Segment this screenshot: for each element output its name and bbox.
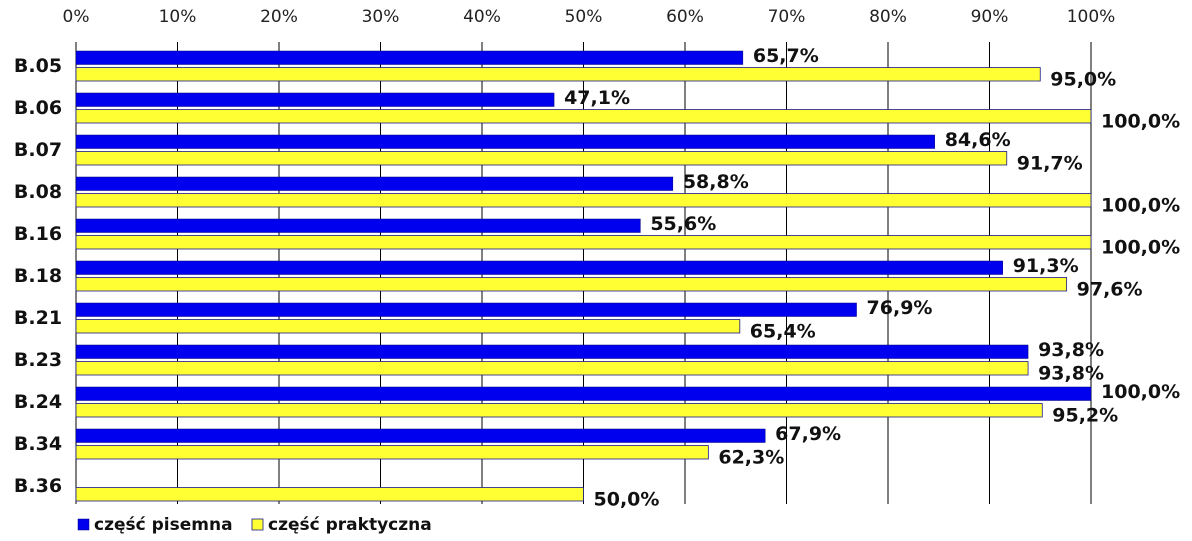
bar-czesc-praktyczna [75, 151, 1008, 166]
data-label: 97,6% [1077, 279, 1143, 301]
bar-czesc-pisemna [75, 92, 555, 107]
bar-czesc-praktyczna [75, 67, 1041, 82]
bar-czesc-pisemna [75, 218, 641, 233]
bar-czesc-praktyczna [75, 235, 1092, 250]
data-label: 47,1% [564, 87, 630, 109]
x-tick-label: 100% [1067, 7, 1116, 27]
x-tick-label: 80% [869, 7, 907, 27]
bar-czesc-pisemna [75, 260, 1003, 275]
bar-czesc-praktyczna [75, 277, 1068, 292]
bar-czesc-praktyczna [75, 445, 709, 460]
x-tick-label: 20% [260, 7, 298, 27]
legend-swatch-czesc-pisemna [77, 518, 90, 531]
x-tick-label: 10% [159, 7, 197, 27]
data-label: 93,8% [1038, 339, 1104, 361]
legend-label-czesc-pisemna: część pisemna [94, 515, 233, 535]
category-label: B.36 [14, 475, 62, 497]
category-label: B.07 [14, 139, 62, 161]
legend-swatch-czesc-praktyczna [251, 518, 264, 531]
data-label: 100,0% [1101, 111, 1180, 133]
category-label: B.06 [14, 97, 62, 119]
data-label: 84,6% [945, 129, 1011, 151]
category-label: B.23 [14, 349, 62, 371]
data-label: 95,0% [1050, 69, 1116, 91]
data-label: 50,0% [594, 489, 660, 511]
category-label: B.18 [14, 265, 62, 287]
legend-label-czesc-praktyczna: część praktyczna [268, 515, 432, 535]
data-label: 91,7% [1017, 153, 1083, 175]
data-label: 95,2% [1052, 405, 1118, 427]
data-label: 91,3% [1013, 255, 1079, 277]
bar-czesc-pisemna [75, 50, 744, 65]
bar-czesc-praktyczna [75, 487, 584, 502]
data-label: 65,4% [750, 321, 816, 343]
bar-czesc-pisemna [75, 302, 857, 317]
data-label: 58,8% [683, 171, 749, 193]
category-label: B.08 [14, 181, 62, 203]
bar-czesc-praktyczna [75, 319, 741, 334]
category-label: B.34 [14, 433, 62, 455]
data-label: 76,9% [867, 297, 933, 319]
bar-czesc-pisemna [75, 176, 674, 191]
bar-czesc-praktyczna [75, 361, 1029, 376]
bar-czesc-praktyczna [75, 193, 1092, 208]
data-label: 55,6% [650, 213, 716, 235]
category-label: B.16 [14, 223, 62, 245]
x-tick-label: 30% [362, 7, 400, 27]
x-tick-label: 90% [971, 7, 1009, 27]
x-tick-label: 40% [463, 7, 501, 27]
category-label: B.24 [14, 391, 62, 413]
bar-czesc-pisemna [75, 134, 935, 149]
x-tick-label: 50% [565, 7, 603, 27]
x-tick-label: 70% [768, 7, 806, 27]
data-label: 93,8% [1038, 363, 1104, 385]
x-tick-label: 0% [63, 7, 90, 27]
bar-czesc-pisemna [75, 386, 1092, 401]
data-label: 100,0% [1101, 195, 1180, 217]
x-tick-label: 60% [666, 7, 704, 27]
bar-czesc-praktyczna [75, 109, 1092, 124]
data-label: 67,9% [775, 423, 841, 445]
bar-czesc-pisemna [75, 428, 766, 443]
data-label: 100,0% [1101, 237, 1180, 259]
category-label: B.21 [14, 307, 62, 329]
data-label: 65,7% [753, 45, 819, 67]
bar-czesc-pisemna [75, 344, 1029, 359]
data-label: 100,0% [1101, 381, 1180, 403]
category-label: B.05 [14, 55, 62, 77]
bar-czesc-praktyczna [75, 403, 1043, 418]
data-label: 62,3% [718, 447, 784, 469]
